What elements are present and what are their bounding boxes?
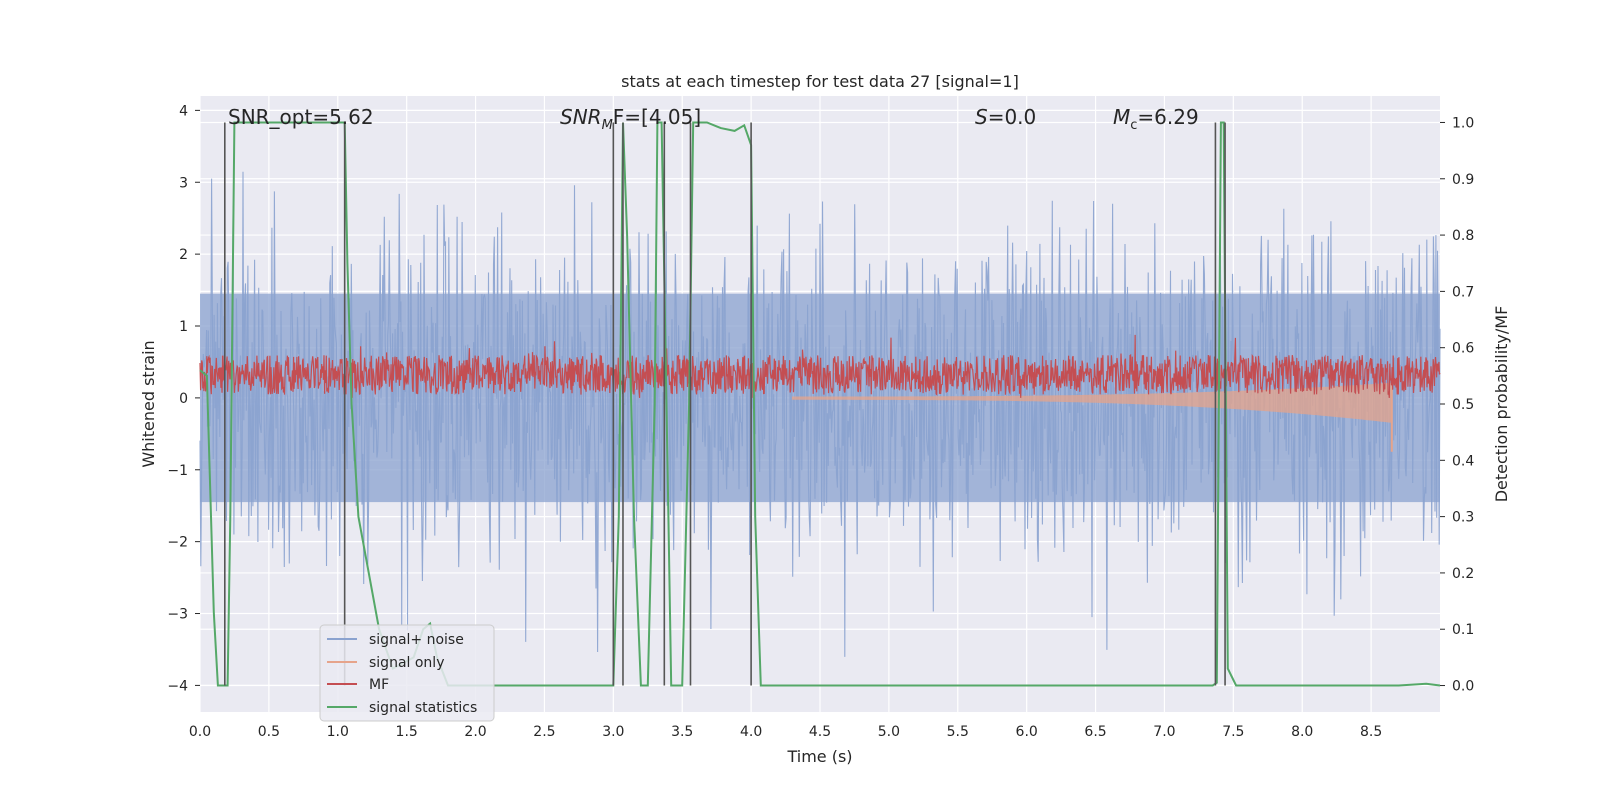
vertical-markers [224, 122, 1226, 686]
x-tick-label: 1.0 [327, 724, 349, 740]
legend-label-signal-noise: signal+ noise [369, 632, 464, 648]
x-tick-label: 0.5 [258, 724, 280, 740]
y-left-axis-ticks: 4 3 2 1 0 −1 −2 −3 −4 [167, 103, 200, 694]
x-axis-ticks: 0.0 0.5 1.0 1.5 2.0 2.5 3.0 3.5 4.0 4.5 5.0 5.5 6.0 6… [189, 724, 1382, 740]
legend: signal+ noise signal only MF signal stat… [319, 624, 495, 722]
x-tick-label: 8.0 [1291, 724, 1313, 740]
y-left-tick-label: −3 [167, 607, 188, 623]
y-right-tick-label: 0.9 [1452, 172, 1474, 188]
chart-title: stats at each timestep for test data 27 … [621, 72, 1019, 91]
y-left-tick-label: −4 [167, 678, 188, 694]
legend-box [319, 624, 495, 722]
x-tick-label: 5.5 [947, 724, 969, 740]
y-left-tick-label: 0 [179, 391, 188, 407]
x-tick-label: 7.5 [1222, 724, 1244, 740]
y-left-tick-label: 3 [179, 175, 188, 191]
y-right-tick-label: 0.2 [1452, 566, 1474, 582]
signal-only-series [791, 382, 1393, 452]
x-tick-label: 2.0 [464, 724, 486, 740]
x-tick-label: 7.0 [1153, 724, 1175, 740]
y-right-tick-label: 0.4 [1452, 453, 1474, 469]
y-left-tick-label: −2 [167, 535, 188, 551]
x-tick-label: 5.0 [878, 724, 900, 740]
legend-label-mf: MF [369, 677, 389, 693]
y-right-tick-label: 0.1 [1452, 622, 1474, 638]
signal-noise-line [199, 171, 1441, 657]
snr-opt-annotation: SNR_opt=5.62 [228, 105, 374, 129]
y-right-tick-label: 0.0 [1452, 679, 1474, 695]
s-annotation: S=0.0 [975, 105, 1036, 129]
y-right-tick-label: 0.7 [1452, 284, 1474, 300]
x-tick-label: 1.5 [396, 724, 418, 740]
y-left-tick-label: −1 [167, 463, 188, 479]
x-tick-label: 8.5 [1360, 724, 1382, 740]
x-tick-label: 3.5 [671, 724, 693, 740]
legend-label-signal-only: signal only [369, 655, 444, 671]
y-right-tick-label: 0.6 [1452, 341, 1474, 357]
x-tick-label: 4.5 [809, 724, 831, 740]
y-right-axis-ticks: 1.0 0.9 0.8 0.7 0.6 0.5 0.4 0.3 0.2 0.1 0.0 [1440, 115, 1474, 695]
y-right-tick-label: 0.5 [1452, 397, 1474, 413]
y-left-axis-label: Whitened strain [139, 340, 158, 467]
y-left-tick-label: 2 [179, 247, 188, 263]
y-right-tick-label: 1.0 [1452, 115, 1474, 131]
y-right-axis-label: Detection probability/MF [1492, 306, 1511, 503]
y-right-tick-label: 0.8 [1452, 228, 1474, 244]
y-right-tick-label: 0.3 [1452, 510, 1474, 526]
x-axis-label: Time (s) [786, 747, 852, 766]
x-tick-label: 2.5 [533, 724, 555, 740]
y-left-tick-label: 4 [179, 103, 188, 119]
x-tick-label: 6.0 [1016, 724, 1038, 740]
x-tick-label: 4.0 [740, 724, 762, 740]
legend-label-signal-statistics: signal statistics [369, 700, 477, 716]
x-tick-label: 3.0 [602, 724, 624, 740]
mc-annotation: Mc=6.29 [1113, 105, 1199, 133]
signal-statistics-line [199, 121, 1441, 687]
mf-series [199, 334, 1441, 398]
x-tick-label: 0.0 [189, 724, 211, 740]
signal-statistics-series [199, 121, 1441, 687]
mf-line [199, 334, 1441, 398]
x-tick-label: 6.5 [1084, 724, 1106, 740]
y-left-tick-label: 1 [179, 319, 188, 335]
snr-mf-annotation: SNRMF=[4.05] [560, 105, 701, 133]
